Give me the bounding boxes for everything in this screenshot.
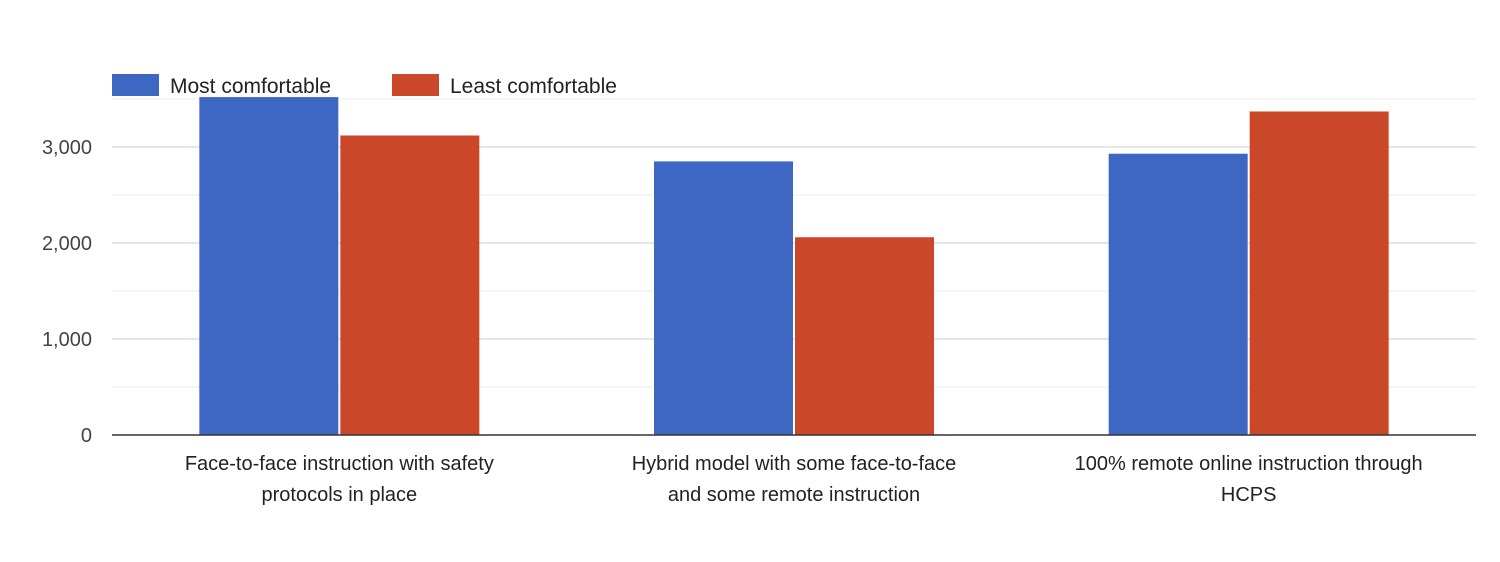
x-tick-label: Face-to-face instruction with safety <box>185 453 494 475</box>
y-tick-label: 0 <box>81 425 92 447</box>
legend-swatch[interactable] <box>112 74 159 96</box>
bar-least-comfortable[interactable] <box>795 237 934 435</box>
x-tick-label: HCPS <box>1221 484 1277 506</box>
bar-most-comfortable[interactable] <box>1108 153 1248 435</box>
bar-least-comfortable[interactable] <box>340 135 480 436</box>
gridlines <box>112 98 1476 388</box>
bar-least-comfortable[interactable] <box>1249 111 1389 435</box>
y-tick-label: 3,000 <box>42 137 92 159</box>
legend-label[interactable]: Most comfortable <box>170 75 331 98</box>
x-axis: Face-to-face instruction with safety prot… <box>185 453 1423 506</box>
bar-most-comfortable[interactable] <box>199 97 339 435</box>
x-tick-label: and some remote instruction <box>668 484 920 506</box>
y-tick-label: 2,000 <box>42 233 92 255</box>
x-tick-label: Hybrid model with some face-to-face <box>632 453 957 475</box>
x-tick-label: 100% remote online instruction through <box>1075 453 1423 475</box>
legend[interactable]: Most comfortable Least comfortable <box>112 74 617 98</box>
y-tick-label: 1,000 <box>42 329 92 351</box>
legend-label[interactable]: Least comfortable <box>450 75 617 98</box>
bars <box>199 97 1389 436</box>
legend-swatch[interactable] <box>392 74 439 96</box>
bar-most-comfortable[interactable] <box>654 161 793 435</box>
x-tick-label: protocols in place <box>262 484 418 506</box>
y-axis: 0 1,000 2,000 3,000 <box>42 137 92 447</box>
